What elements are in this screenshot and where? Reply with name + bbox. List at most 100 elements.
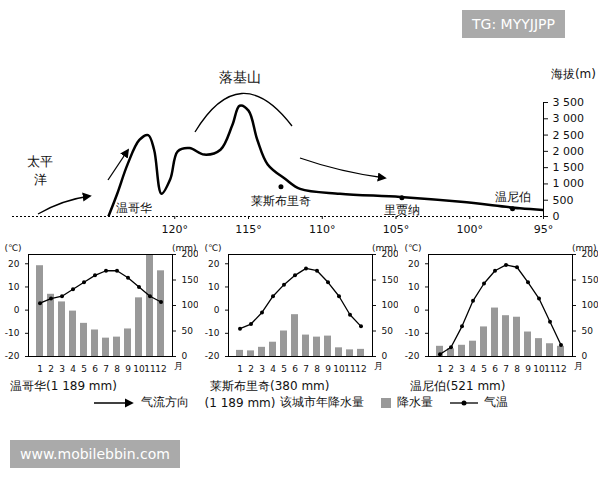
svg-text:120°: 120° bbox=[162, 223, 189, 236]
svg-text:12: 12 bbox=[155, 364, 166, 374]
svg-text:95°: 95° bbox=[534, 223, 554, 236]
svg-text:10: 10 bbox=[8, 282, 20, 292]
html-text:莱斯布里奇(380 mm): 莱斯布里奇(380 mm) bbox=[210, 379, 330, 393]
svg-text:-10: -10 bbox=[405, 328, 420, 338]
svg-text:4: 4 bbox=[70, 364, 76, 374]
svg-text:3 500: 3 500 bbox=[553, 96, 585, 109]
svg-text:1 500: 1 500 bbox=[553, 161, 585, 174]
svg-text:7: 7 bbox=[103, 364, 109, 374]
html-text:温尼伯(521 mm): 温尼伯(521 mm) bbox=[410, 379, 506, 393]
svg-text:月: 月 bbox=[174, 361, 183, 371]
svg-text:115°: 115° bbox=[235, 223, 262, 236]
svg-text:1 000: 1 000 bbox=[553, 177, 585, 190]
svg-text:(mm): (mm) bbox=[372, 243, 397, 253]
svg-text:50: 50 bbox=[182, 326, 194, 336]
svg-text:11: 11 bbox=[344, 364, 355, 374]
svg-text:11: 11 bbox=[144, 364, 155, 374]
svg-text:0: 0 bbox=[214, 305, 220, 315]
svg-text:10: 10 bbox=[133, 364, 145, 374]
svg-text:月: 月 bbox=[374, 361, 383, 371]
html-text:TG: MYYJJPP: TG: MYYJJPP bbox=[472, 16, 555, 32]
svg-text:2: 2 bbox=[248, 364, 254, 374]
svg-text:洋: 洋 bbox=[34, 172, 47, 187]
svg-text:5: 5 bbox=[81, 364, 87, 374]
svg-text:150: 150 bbox=[382, 275, 399, 285]
svg-text:(mm): (mm) bbox=[572, 243, 597, 253]
svg-text:-10: -10 bbox=[205, 328, 220, 338]
svg-text:7: 7 bbox=[503, 364, 509, 374]
svg-text:7: 7 bbox=[303, 364, 309, 374]
svg-text:温哥华: 温哥华 bbox=[116, 201, 152, 215]
svg-text:10: 10 bbox=[408, 282, 420, 292]
svg-text:-10: -10 bbox=[5, 328, 20, 338]
svg-text:太平: 太平 bbox=[27, 154, 53, 169]
svg-text:8: 8 bbox=[114, 364, 120, 374]
svg-text:里贾纳: 里贾纳 bbox=[384, 203, 420, 217]
svg-text:100: 100 bbox=[582, 300, 599, 310]
svg-text:6: 6 bbox=[292, 364, 298, 374]
svg-text:8: 8 bbox=[314, 364, 320, 374]
svg-text:10: 10 bbox=[208, 282, 220, 292]
html-text:(1 189 mm) 该城市年降水量: (1 189 mm) 该城市年降水量 bbox=[204, 395, 365, 410]
html-text:气流方向: 气流方向 bbox=[140, 395, 189, 409]
svg-text:-20: -20 bbox=[205, 351, 220, 361]
svg-text:100°: 100° bbox=[457, 223, 484, 236]
html-text:气温: 气温 bbox=[484, 395, 509, 409]
svg-text:20: 20 bbox=[408, 259, 420, 269]
svg-text:-20: -20 bbox=[5, 351, 20, 361]
svg-text:9: 9 bbox=[325, 364, 331, 374]
svg-text:温尼伯: 温尼伯 bbox=[495, 190, 531, 204]
svg-text:1: 1 bbox=[237, 364, 243, 374]
svg-text:5: 5 bbox=[281, 364, 287, 374]
svg-text:4: 4 bbox=[470, 364, 476, 374]
svg-text:落基山: 落基山 bbox=[219, 69, 261, 85]
svg-text:11: 11 bbox=[544, 364, 555, 374]
svg-text:2: 2 bbox=[448, 364, 454, 374]
svg-text:100: 100 bbox=[182, 300, 199, 310]
svg-text:500: 500 bbox=[553, 194, 574, 207]
svg-text:6: 6 bbox=[92, 364, 98, 374]
svg-text:2: 2 bbox=[48, 364, 54, 374]
svg-text:6: 6 bbox=[492, 364, 498, 374]
svg-text:2 000: 2 000 bbox=[553, 145, 585, 158]
svg-text:2 500: 2 500 bbox=[553, 129, 585, 142]
svg-text:9: 9 bbox=[525, 364, 531, 374]
svg-text:12: 12 bbox=[355, 364, 366, 374]
svg-text:150: 150 bbox=[582, 275, 599, 285]
svg-text:1: 1 bbox=[37, 364, 43, 374]
svg-text:3: 3 bbox=[59, 364, 65, 374]
svg-text:(℃): (℃) bbox=[5, 243, 22, 253]
svg-text:20: 20 bbox=[8, 259, 20, 269]
svg-text:(℃): (℃) bbox=[405, 243, 422, 253]
html-text:温哥华(1 189 mm): 温哥华(1 189 mm) bbox=[10, 379, 117, 393]
svg-text:50: 50 bbox=[582, 326, 594, 336]
svg-text:0: 0 bbox=[553, 210, 560, 223]
svg-text:9: 9 bbox=[125, 364, 131, 374]
svg-text:110°: 110° bbox=[309, 223, 336, 236]
svg-text:8: 8 bbox=[514, 364, 520, 374]
svg-text:莱斯布里奇: 莱斯布里奇 bbox=[251, 194, 311, 208]
svg-text:10: 10 bbox=[533, 364, 545, 374]
svg-text:100: 100 bbox=[382, 300, 399, 310]
svg-text:5: 5 bbox=[481, 364, 487, 374]
svg-text:150: 150 bbox=[182, 275, 199, 285]
svg-text:(mm): (mm) bbox=[172, 243, 197, 253]
svg-text:0: 0 bbox=[14, 305, 20, 315]
svg-text:1: 1 bbox=[437, 364, 443, 374]
svg-text:0: 0 bbox=[414, 305, 420, 315]
svg-text:4: 4 bbox=[270, 364, 276, 374]
html-text:降水量: 降水量 bbox=[397, 395, 434, 409]
svg-text:海拔(m): 海拔(m) bbox=[551, 67, 596, 81]
svg-text:105°: 105° bbox=[383, 223, 410, 236]
svg-text:20: 20 bbox=[208, 259, 220, 269]
svg-text:3: 3 bbox=[259, 364, 265, 374]
svg-text:3: 3 bbox=[459, 364, 465, 374]
svg-text:50: 50 bbox=[382, 326, 394, 336]
svg-text:(℃): (℃) bbox=[205, 243, 222, 253]
svg-text:10: 10 bbox=[333, 364, 345, 374]
svg-text:月: 月 bbox=[574, 361, 583, 371]
html-text:www.mobilebbin.com: www.mobilebbin.com bbox=[20, 446, 170, 462]
svg-text:3 000: 3 000 bbox=[553, 112, 585, 125]
svg-text:12: 12 bbox=[555, 364, 566, 374]
svg-text:-20: -20 bbox=[405, 351, 420, 361]
